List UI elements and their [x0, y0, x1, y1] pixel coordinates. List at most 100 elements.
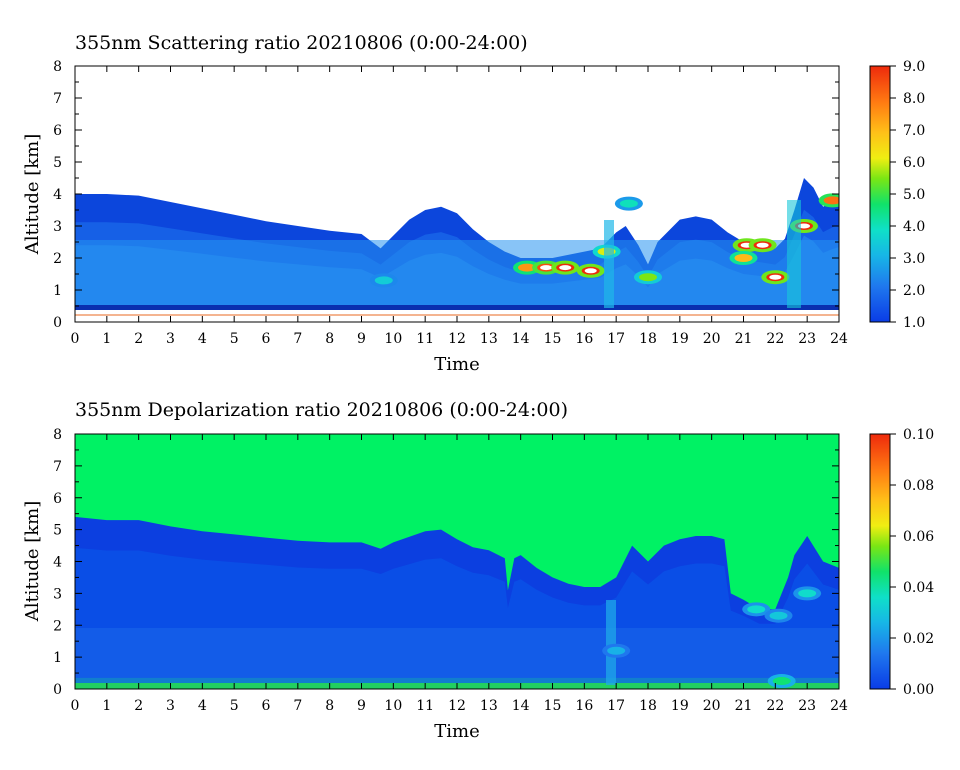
x-tick-label: 19 — [671, 698, 689, 714]
x-tick-label: 22 — [766, 331, 784, 347]
cloud-feature — [823, 196, 839, 205]
colorbar-tick-label: 8.0 — [903, 91, 925, 107]
y-tick-label: 5 — [53, 155, 62, 171]
cloud-feature — [607, 646, 626, 655]
x-tick-label: 6 — [262, 698, 271, 714]
x-tick-label: 18 — [639, 331, 657, 347]
saturated-core — [756, 242, 769, 248]
y-tick-label: 2 — [53, 251, 62, 267]
x-tick-label: 2 — [134, 698, 143, 714]
lower-boundary-layer — [75, 628, 839, 683]
y-axis-ticks: 0 1 2 3 4 5 6 7 8 — [53, 427, 839, 698]
x-tick-label: 14 — [512, 698, 530, 714]
scattering-ratio-panel: 355nm Scattering ratio 20210806 (0:00-24… — [22, 32, 925, 375]
y-axis-ticks: 0 1 2 3 4 5 6 7 8 — [53, 59, 839, 331]
y-tick-label: 3 — [53, 586, 62, 602]
x-tick-label: 23 — [798, 331, 816, 347]
y-axis-label: Altitude [km] — [22, 134, 43, 256]
colorbar-tick-label: 7.0 — [903, 123, 925, 139]
x-tick-label: 12 — [448, 698, 466, 714]
x-tick-label: 5 — [230, 331, 239, 347]
cloud-column-17h — [606, 600, 616, 685]
x-tick-label: 2 — [134, 331, 143, 347]
x-tick-label: 15 — [544, 698, 562, 714]
y-tick-label: 8 — [53, 427, 62, 443]
colorbar-tick-label: 5.0 — [903, 187, 925, 203]
depolarization-ratio-panel: 355nm Depolarization ratio 20210806 (0:0… — [22, 399, 934, 742]
x-tick-label: 11 — [416, 331, 434, 347]
x-tick-label: 10 — [384, 331, 402, 347]
x-tick-label: 13 — [480, 698, 498, 714]
chart-title: 355nm Scattering ratio 20210806 (0:00-24… — [75, 32, 528, 54]
x-tick-label: 9 — [357, 331, 366, 347]
y-tick-label: 3 — [53, 219, 62, 235]
cloud-feature — [772, 677, 791, 686]
colorbar-tick-label: 0.08 — [903, 478, 934, 494]
y-tick-label: 6 — [53, 491, 62, 507]
heatmap-field — [75, 178, 839, 322]
cloud-feature — [798, 589, 817, 598]
x-tick-label: 9 — [357, 698, 366, 714]
x-tick-label: 14 — [512, 331, 530, 347]
x-axis-label: Time — [434, 721, 479, 742]
cloud-feature — [747, 605, 766, 614]
colorbar-tick-label: 4.0 — [903, 219, 925, 235]
y-tick-label: 1 — [53, 283, 62, 299]
x-tick-label: 20 — [703, 698, 721, 714]
cloud-feature — [769, 611, 788, 620]
x-axis-ticks: 0 1 2 3 4 5 6 7 8 9 10 11 12 13 14 15 16 17 18 19 20 21 22 23 24 — [71, 434, 848, 714]
colorbar-tick-label: 0.06 — [903, 529, 934, 545]
x-tick-label: 12 — [448, 331, 466, 347]
heatmap-field — [75, 516, 839, 689]
x-tick-label: 6 — [262, 331, 271, 347]
colorbar-tick-label: 2.0 — [903, 283, 925, 299]
x-tick-label: 21 — [735, 331, 753, 347]
cloud-features — [369, 193, 839, 288]
x-tick-label: 1 — [102, 331, 111, 347]
y-tick-label: 5 — [53, 523, 62, 539]
y-tick-label: 7 — [53, 91, 62, 107]
y-axis-label: Altitude [km] — [22, 501, 43, 623]
colorbar-tick-label: 1.0 — [903, 315, 925, 331]
y-tick-label: 0 — [53, 315, 62, 331]
colorbar-tick-label: 0.00 — [903, 682, 934, 698]
near-ground-band — [75, 305, 839, 310]
x-axis-label: Time — [434, 354, 479, 375]
saturated-core — [584, 268, 597, 274]
saturated-core — [559, 265, 572, 271]
x-tick-label: 24 — [830, 698, 848, 714]
x-tick-label: 20 — [703, 331, 721, 347]
x-tick-label: 18 — [639, 698, 657, 714]
y-tick-label: 1 — [53, 650, 62, 666]
y-tick-label: 7 — [53, 459, 62, 475]
chart-title: 355nm Depolarization ratio 20210806 (0:0… — [75, 399, 568, 421]
x-tick-label: 22 — [766, 698, 784, 714]
x-tick-label: 4 — [198, 331, 207, 347]
cloud-column-17h — [604, 220, 614, 308]
x-tick-label: 5 — [230, 698, 239, 714]
x-tick-label: 15 — [544, 331, 562, 347]
colorbar-tick-label: 3.0 — [903, 251, 925, 267]
x-tick-label: 3 — [166, 698, 175, 714]
cloud-feature — [518, 263, 537, 272]
x-tick-label: 19 — [671, 331, 689, 347]
cloud-feature — [619, 199, 638, 208]
colorbar-tick-label: 9.0 — [903, 59, 925, 75]
cloud-feature — [639, 273, 657, 282]
y-tick-label: 4 — [53, 187, 62, 203]
x-tick-label: 11 — [416, 698, 434, 714]
saturated-core — [540, 265, 553, 271]
cloud-feature — [374, 276, 393, 285]
x-tick-label: 24 — [830, 331, 848, 347]
x-tick-label: 16 — [575, 698, 593, 714]
y-tick-label: 4 — [53, 555, 62, 571]
colorbar — [869, 65, 891, 323]
cloud-feature — [734, 254, 753, 262]
y-tick-label: 6 — [53, 123, 62, 139]
cloud-column-23h — [787, 200, 801, 308]
x-tick-label: 23 — [798, 698, 816, 714]
x-tick-label: 8 — [325, 698, 334, 714]
colorbar-tick-label: 0.10 — [903, 427, 934, 443]
colorbar-tick-label: 0.04 — [903, 580, 934, 596]
